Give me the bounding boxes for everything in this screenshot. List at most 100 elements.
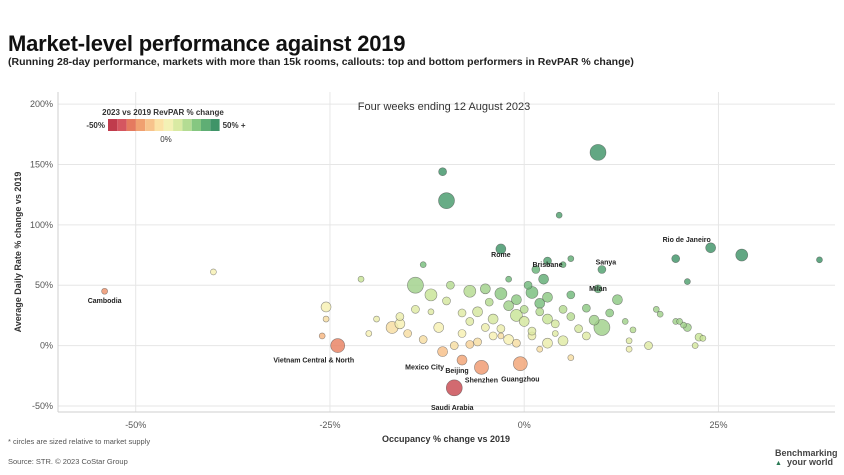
market-point [101, 287, 108, 295]
market-point [481, 323, 490, 332]
market-point [487, 313, 499, 325]
legend-swatch [163, 119, 174, 131]
legend-swatch [191, 119, 201, 131]
market-point [427, 308, 435, 316]
market-point [407, 276, 424, 294]
x-axis-title: Occupancy % change vs 2019 [382, 434, 510, 444]
market-point [551, 330, 559, 337]
market-point [496, 324, 506, 333]
market-point [419, 261, 427, 268]
market-point [438, 167, 447, 176]
x-tick-label: 0% [518, 420, 531, 430]
market-point [621, 318, 629, 325]
market-point [652, 306, 660, 313]
market-point [503, 300, 514, 312]
market-label: Cambodia [88, 298, 122, 305]
market-point [512, 338, 521, 348]
legend-swatch [201, 119, 211, 131]
legend-swatch [182, 119, 192, 131]
market-point [445, 379, 463, 397]
market-label: Sanya [596, 260, 617, 267]
market-point [357, 275, 365, 283]
legend-max-label: 50% + [223, 121, 246, 130]
market-point [555, 211, 563, 219]
market-point [656, 310, 664, 318]
market-point [542, 313, 553, 325]
market-point [543, 256, 552, 266]
market-point [395, 312, 405, 321]
market-label: Beijing [445, 368, 468, 375]
market-label: Vietnam Central & North [273, 358, 354, 365]
market-point [456, 354, 468, 366]
market-point [527, 326, 537, 336]
market-label: Shenzhen [465, 377, 498, 384]
market-point [566, 312, 576, 321]
market-point [589, 144, 607, 161]
market-point [473, 337, 482, 347]
market-point [403, 329, 412, 338]
legend-swatch [145, 119, 155, 131]
market-point [330, 338, 346, 353]
legend-min-label: -50% [86, 121, 105, 130]
market-point [320, 301, 332, 313]
x-tick-label: -50% [125, 420, 146, 430]
market-point [538, 273, 549, 285]
market-point [559, 261, 567, 268]
market-point [566, 290, 576, 300]
market-point [582, 331, 591, 341]
market-point [457, 308, 467, 318]
market-point [518, 316, 530, 327]
market-point [542, 337, 553, 349]
market-point [671, 254, 681, 263]
market-point [494, 287, 508, 300]
market-point [418, 335, 428, 344]
market-point [433, 322, 445, 333]
legend-mid-label: 0% [160, 135, 172, 144]
market-point [629, 326, 637, 334]
market-point [531, 265, 541, 274]
market-point [699, 335, 707, 342]
market-point [474, 360, 489, 375]
market-point [612, 294, 623, 305]
market-point [322, 315, 330, 323]
market-point [535, 307, 545, 317]
market-point [523, 280, 533, 290]
market-point [625, 337, 633, 345]
market-point [210, 268, 217, 276]
market-point [373, 315, 380, 323]
market-label: Saudi Arabia [431, 405, 474, 412]
market-point [691, 342, 699, 349]
legend-swatch [108, 119, 118, 131]
y-tick-label: 200% [30, 99, 53, 109]
market-label: Guangzhou [501, 377, 540, 384]
y-axis-title: Average Daily Rate % change vs 2019 [13, 172, 23, 333]
market-point [497, 332, 505, 340]
market-point [705, 242, 716, 254]
market-point [519, 305, 529, 314]
market-point [472, 306, 483, 318]
market-point [437, 346, 448, 357]
market-point [513, 356, 528, 371]
market-point [438, 192, 455, 209]
y-tick-label: 100% [30, 220, 53, 230]
market-point [684, 278, 691, 285]
market-point [488, 331, 498, 341]
brand-arrow-icon: ▲ [775, 460, 782, 467]
page-subtitle: (Running 28-day performance, markets wit… [8, 56, 634, 68]
market-point [816, 256, 823, 264]
market-point [550, 319, 560, 329]
market-point [424, 288, 438, 302]
y-tick-label: 0% [40, 341, 53, 351]
market-point [625, 345, 633, 353]
market-point [536, 345, 544, 353]
market-point [457, 329, 467, 338]
market-label: Brisbane [533, 262, 563, 269]
chart-annotation: Four weeks ending 12 August 2023 [358, 101, 530, 113]
market-point [511, 294, 522, 305]
market-point [597, 265, 607, 274]
market-point [567, 354, 575, 361]
market-point [495, 243, 507, 255]
legend-swatch [126, 119, 136, 131]
page-title: Market-level performance against 2019 [8, 31, 406, 56]
market-point [503, 334, 514, 345]
